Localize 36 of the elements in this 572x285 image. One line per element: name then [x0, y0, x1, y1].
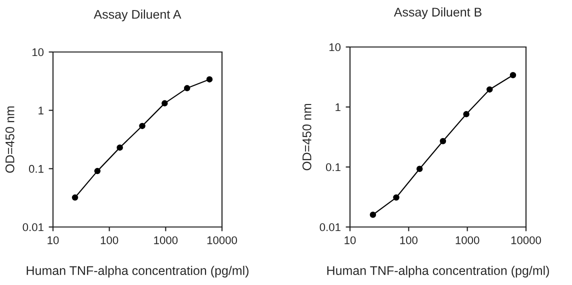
- point: [184, 85, 190, 92]
- y-tick-label: 0.1: [28, 164, 44, 173]
- chart-title: Assay Diluent B: [394, 7, 482, 20]
- x-tick-label: 100: [400, 236, 418, 244]
- y-tick-label: 10: [32, 48, 44, 56]
- point: [139, 122, 146, 130]
- x-tick-label: 1000: [154, 236, 178, 244]
- point: [116, 144, 123, 151]
- x-tick-label: 10000: [207, 236, 238, 244]
- point: [72, 194, 78, 201]
- point: [162, 100, 168, 106]
- y-tick-label: 1: [336, 103, 340, 112]
- point: [94, 168, 101, 174]
- x-tick-label: 10: [344, 236, 356, 244]
- y-tick-label: 10: [329, 43, 341, 52]
- x-tick-label: 100: [100, 236, 118, 244]
- point: [416, 166, 423, 172]
- y-tick-label: 0.01: [22, 223, 44, 232]
- y-tick-label: 0.01: [320, 223, 340, 232]
- y-axis-title: OD=450 nm: [302, 104, 312, 170]
- point: [440, 138, 446, 144]
- point: [463, 111, 470, 118]
- point: [206, 76, 213, 82]
- y-tick-label: 0.1: [326, 163, 340, 172]
- point: [510, 72, 516, 78]
- x-tick-label: 1000: [456, 236, 480, 244]
- x-axis-title: Human TNF-alpha concentration (pg/ml): [327, 266, 549, 278]
- point: [486, 86, 493, 93]
- point: [370, 212, 376, 218]
- y-tick-label: 1: [38, 106, 44, 114]
- y-axis-title: OD=450 nm: [5, 106, 14, 173]
- chart-title: Assay Diluent A: [94, 10, 182, 22]
- x-tick-label: 10000: [511, 236, 542, 244]
- point: [393, 194, 400, 201]
- x-tick-label: 10: [48, 236, 59, 244]
- x-axis-title: Human TNF-alpha concentration (pg/ml): [26, 266, 248, 278]
